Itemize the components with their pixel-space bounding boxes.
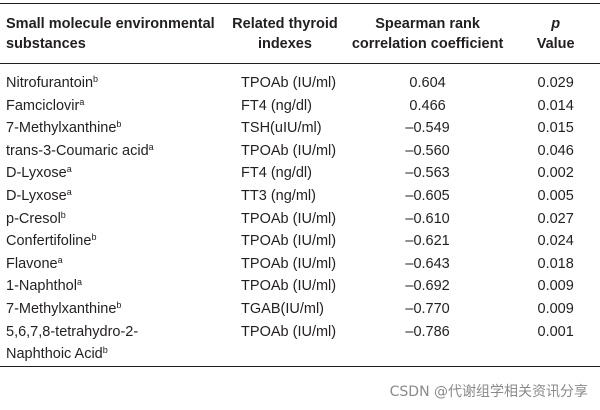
p-value-cell: 0.024 [537, 233, 574, 250]
thyroid-index-cell: TT3 (ng/ml) [241, 187, 316, 204]
thyroid-index-cell: TPOAb (IU/ml) [241, 278, 337, 295]
table-row: Nitrofurantoinb TPOAb (IU/ml) 0.604 0.029 [0, 64, 600, 95]
header-value: Value [536, 36, 575, 52]
coefficient-cell: –0.605 [405, 187, 450, 204]
table-row: D-Lyxosea FT4 (ng/dl) –0.563 0.002 [0, 162, 600, 185]
coefficient-cell: –0.610 [405, 210, 450, 227]
coefficient-cell: –0.549 [405, 120, 450, 137]
table-header-row: Small molecule environmental substances … [0, 3, 600, 64]
table-row: Famciclovira FT4 (ng/dl) 0.466 0.014 [0, 95, 600, 118]
substance-cell: 7-Methylxanthineb [0, 117, 226, 140]
table-row: 5,6,7,8-tetrahydro-2- Naphthoic Acidb TPOA… [0, 321, 600, 367]
substance-name: D-Lyxose [6, 165, 67, 182]
footnote-marker: b [60, 209, 66, 220]
table-row: Flavonea TPOAb (IU/ml) –0.643 0.018 [0, 253, 600, 276]
substance-name: Flavone [6, 255, 58, 272]
header-substances: Small molecule environmental substances [6, 16, 215, 52]
substance-cell: 7-Methylxanthineb [0, 298, 226, 321]
p-value-cell: 0.009 [537, 300, 574, 317]
coefficient-cell: –0.770 [405, 300, 450, 317]
coefficient-cell: –0.786 [405, 323, 450, 340]
footnote-marker: b [93, 74, 99, 84]
p-value-cell: 0.018 [537, 255, 574, 272]
correlation-table: Small molecule environmental substances … [0, 3, 600, 367]
p-value-cell: 0.005 [537, 187, 574, 204]
table-row: Confertifolineb TPOAb (IU/ml) –0.621 0.024 [0, 230, 600, 253]
substance-name: 1-Naphthol [6, 278, 77, 295]
substance-cell: p-Cresolb [0, 208, 226, 231]
substance-cell: 5,6,7,8-tetrahydro-2- Naphthoic Acidb [0, 321, 226, 367]
p-value-cell: 0.027 [537, 210, 574, 227]
thyroid-index-cell: TPOAb (IU/ml) [241, 255, 337, 272]
table-row: 1-Naphthola TPOAb (IU/ml) –0.692 0.009 [0, 275, 600, 298]
substance-name: p-Cresol [6, 210, 61, 227]
header-spearman: Spearman rank correlation coefficient [351, 16, 504, 52]
substance-cell: Nitrofurantoinb [0, 64, 226, 95]
substance-name: 7-Methylxanthine [6, 120, 117, 137]
p-value-cell: 0.015 [537, 120, 574, 137]
substance-name: Famciclovir [6, 97, 80, 114]
footnote-marker: a [148, 141, 154, 152]
footnote-marker: a [57, 254, 63, 265]
footnote-marker: a [66, 164, 72, 175]
table-body: Nitrofurantoinb TPOAb (IU/ml) 0.604 0.029 Fa… [0, 64, 600, 367]
substance-name: D-Lyxose [6, 187, 67, 204]
substance-name-line2: Naphthoic Acid [6, 346, 103, 363]
substance-cell: Confertifolineb [0, 230, 226, 253]
header-p: p [551, 16, 561, 32]
header-thyroid-indexes: Related thyroid indexes [232, 16, 338, 52]
thyroid-index-cell: TGAB(IU/ml) [241, 300, 325, 317]
coefficient-cell: –0.692 [405, 278, 450, 295]
table-row: D-Lyxosea TT3 (ng/ml) –0.605 0.005 [0, 185, 600, 208]
substance-name: 7-Methylxanthine [6, 300, 117, 317]
footnote-marker: a [66, 186, 72, 197]
substance-cell: trans-3-Coumaric acida [0, 140, 226, 163]
footnote-marker: b [116, 119, 122, 130]
p-value-cell: 0.014 [537, 97, 574, 114]
substance-cell: D-Lyxosea [0, 185, 226, 208]
p-value-cell: 0.009 [537, 278, 574, 295]
p-value-cell: 0.046 [537, 142, 574, 159]
thyroid-index-cell: TSH(uIU/ml) [241, 120, 322, 137]
substance-name: Nitrofurantoin [6, 75, 94, 91]
coefficient-cell: –0.563 [405, 165, 450, 182]
p-value-cell: 0.001 [537, 323, 574, 340]
substance-cell: 1-Naphthola [0, 275, 226, 298]
substance-cell: Famciclovira [0, 95, 226, 118]
watermark: CSDN @代谢组学相关资讯分享 [389, 384, 588, 400]
thyroid-index-cell: TPOAb (IU/ml) [241, 323, 337, 340]
thyroid-index-cell: TPOAb (IU/ml) [241, 210, 337, 227]
table-row: trans-3-Coumaric acida TPOAb (IU/ml) –0.56… [0, 140, 600, 163]
footnote-marker: b [91, 232, 97, 243]
footnote-marker: a [76, 277, 82, 288]
thyroid-index-cell: FT4 (ng/dl) [241, 165, 312, 182]
coefficient-cell: –0.643 [405, 255, 450, 272]
coefficient-cell: 0.466 [409, 97, 446, 114]
substance-name: trans-3-Coumaric acid [6, 142, 149, 159]
table-row: 7-Methylxanthineb TSH(uIU/ml) –0.549 0.015 [0, 117, 600, 140]
table-row: 7-Methylxanthineb TGAB(IU/ml) –0.770 0.009 [0, 298, 600, 321]
footnote-marker: a [79, 96, 85, 107]
coefficient-cell: –0.560 [405, 142, 450, 159]
substance-name: 5,6,7,8-tetrahydro-2- [6, 323, 139, 340]
thyroid-index-cell: FT4 (ng/dl) [241, 97, 312, 114]
thyroid-index-cell: TPOAb (IU/ml) [241, 142, 337, 159]
substance-name: Confertifoline [6, 233, 92, 250]
footnote-marker: b [116, 299, 122, 310]
substance-cell: Flavonea [0, 253, 226, 276]
footnote-marker: b [102, 345, 108, 356]
thyroid-index-cell: TPOAb (IU/ml) [241, 233, 337, 250]
coefficient-cell: –0.621 [405, 233, 450, 250]
table-row: p-Cresolb TPOAb (IU/ml) –0.610 0.027 [0, 208, 600, 231]
p-value-cell: 0.029 [537, 75, 574, 91]
header-p-value: p Value [511, 4, 600, 64]
coefficient-cell: 0.604 [409, 75, 446, 91]
substance-cell: D-Lyxosea [0, 162, 226, 185]
thyroid-index-cell: TPOAb (IU/ml) [241, 75, 337, 91]
p-value-cell: 0.002 [537, 165, 574, 182]
